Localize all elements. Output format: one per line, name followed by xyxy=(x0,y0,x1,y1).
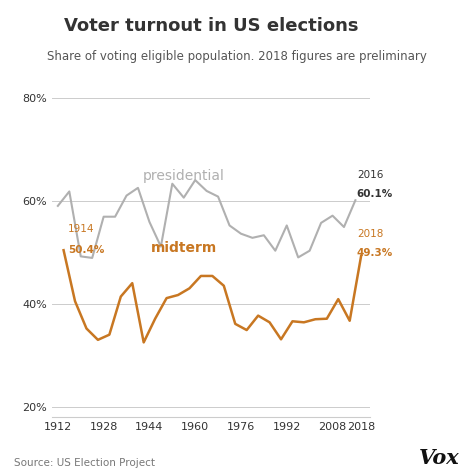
Text: presidential: presidential xyxy=(143,169,225,182)
Text: 49.3%: 49.3% xyxy=(357,248,393,258)
Title: Voter turnout in US elections: Voter turnout in US elections xyxy=(64,17,358,35)
Text: Share of voting eligible population. 2018 figures are preliminary: Share of voting eligible population. 201… xyxy=(47,50,427,63)
Text: Vox: Vox xyxy=(419,448,460,468)
Text: Source: US Election Project: Source: US Election Project xyxy=(14,458,155,468)
Text: 50.4%: 50.4% xyxy=(68,245,104,255)
Text: 2018: 2018 xyxy=(357,229,383,239)
Text: 2016: 2016 xyxy=(357,170,383,180)
Text: 1914: 1914 xyxy=(68,224,94,234)
Text: 60.1%: 60.1% xyxy=(357,189,393,199)
Text: midterm: midterm xyxy=(151,241,217,255)
